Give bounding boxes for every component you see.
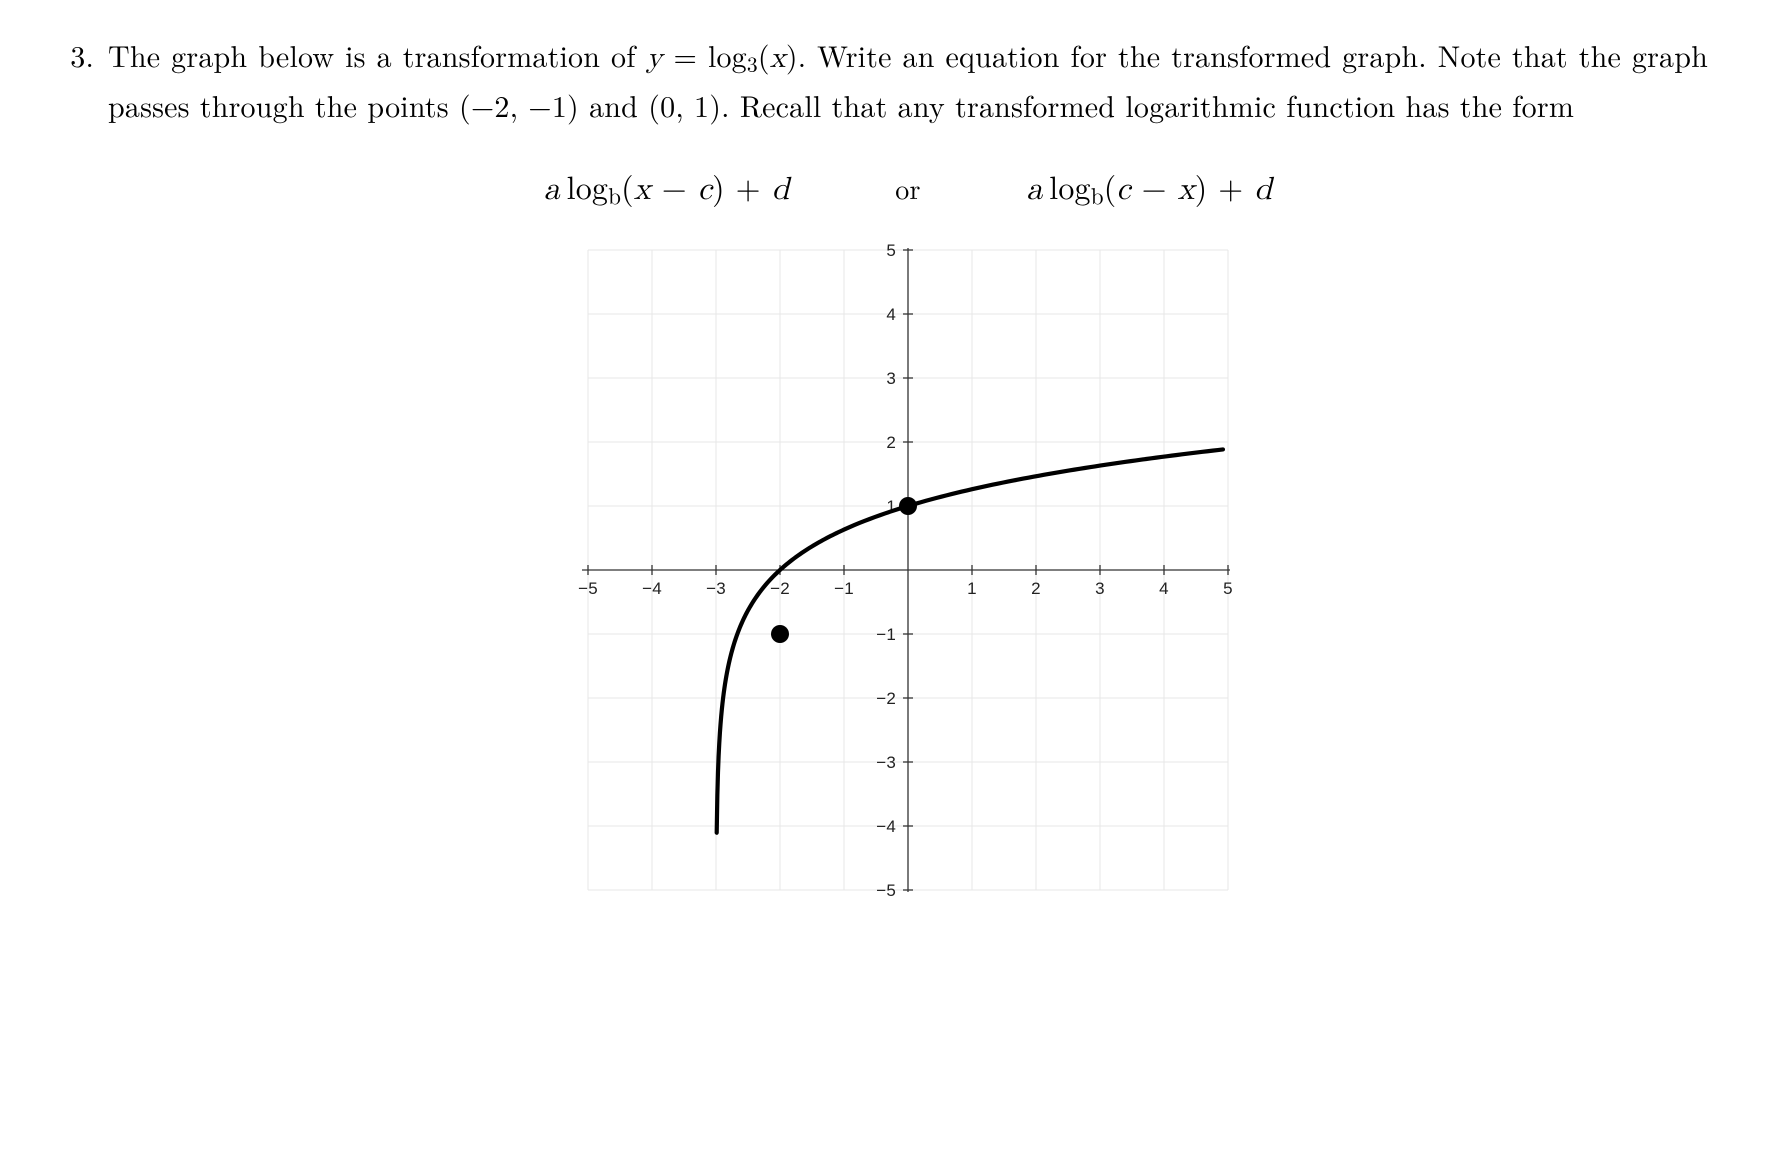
y-tick-label: −1 — [876, 625, 896, 644]
f2-plus: + — [1207, 164, 1254, 209]
formula-2: a logb(c − x) + d — [1026, 164, 1272, 209]
formula-1: a logb(x − c) + d — [544, 164, 801, 209]
y-tick-label: −2 — [876, 689, 896, 708]
x-tick-label: 5 — [1223, 579, 1233, 598]
formula-or: or — [895, 168, 920, 208]
f1-d: d — [772, 174, 790, 206]
f2-a: a — [1026, 174, 1042, 206]
eq-log: log — [708, 33, 747, 76]
f1-c: c — [698, 174, 712, 206]
f1-a: a — [544, 174, 560, 206]
prose-3: . Recall that any transformed logarithmi… — [721, 83, 1574, 126]
x-tick-label: 1 — [967, 579, 977, 598]
f2-d: d — [1254, 174, 1272, 206]
formula-row: a logb(x − c) + d or a logb(c − x) + d — [108, 162, 1708, 216]
y-tick-label: 5 — [886, 244, 896, 260]
eq-close: ) — [786, 33, 798, 76]
marked-point — [899, 497, 917, 515]
f1-b: b — [608, 186, 621, 209]
eq-base-3: 3 — [747, 49, 758, 79]
prose-1: The graph below is a transformation of — [108, 33, 647, 76]
x-tick-label: 2 — [1031, 579, 1041, 598]
f2-x: x — [1178, 174, 1195, 206]
f2-close: ) — [1195, 164, 1208, 209]
y-tick-label: −3 — [876, 753, 896, 772]
x-tick-label: −4 — [642, 579, 662, 598]
x-tick-label: −5 — [578, 579, 598, 598]
x-tick-label: 4 — [1159, 579, 1169, 598]
eq-x: x — [770, 43, 786, 73]
y-tick-label: −4 — [876, 817, 896, 836]
prose-and: and — [579, 83, 648, 126]
f2-b: b — [1091, 186, 1104, 209]
x-tick-label: −3 — [706, 579, 726, 598]
y-tick-label: 3 — [886, 369, 896, 388]
x-tick-label: −1 — [834, 579, 854, 598]
f2-minus: − — [1131, 164, 1178, 209]
f2-log: log — [1049, 164, 1091, 209]
eq-y: y — [647, 43, 663, 73]
f1-x: x — [634, 174, 651, 206]
point-1: (−2, −1) — [459, 83, 579, 126]
x-tick-label: −2 — [770, 579, 790, 598]
log-graph: −5−4−3−2−112345−5−4−3−2−112345 — [492, 244, 1324, 936]
y-tick-label: 4 — [886, 305, 896, 324]
f2-open: ( — [1104, 164, 1117, 209]
problem-text: The graph below is a transformation of y… — [108, 32, 1708, 947]
f1-minus: − — [651, 164, 698, 209]
f1-close: ) — [712, 164, 725, 209]
graph-wrap: −5−4−3−2−112345−5−4−3−2−112345 — [108, 244, 1708, 948]
f1-plus: + — [725, 164, 772, 209]
f2-c: c — [1116, 174, 1130, 206]
f1-log: log — [567, 164, 609, 209]
marked-point — [771, 625, 789, 643]
y-tick-label: 2 — [886, 433, 896, 452]
problem-block: 3. The graph below is a transformation o… — [40, 32, 1708, 947]
problem-number: 3. — [40, 32, 108, 79]
y-tick-label: −5 — [876, 881, 896, 900]
f1-open: ( — [621, 164, 634, 209]
eq-open: ( — [758, 33, 770, 76]
eq-equals: = — [663, 33, 708, 76]
point-2: (0, 1) — [648, 83, 721, 126]
x-tick-label: 3 — [1095, 579, 1105, 598]
